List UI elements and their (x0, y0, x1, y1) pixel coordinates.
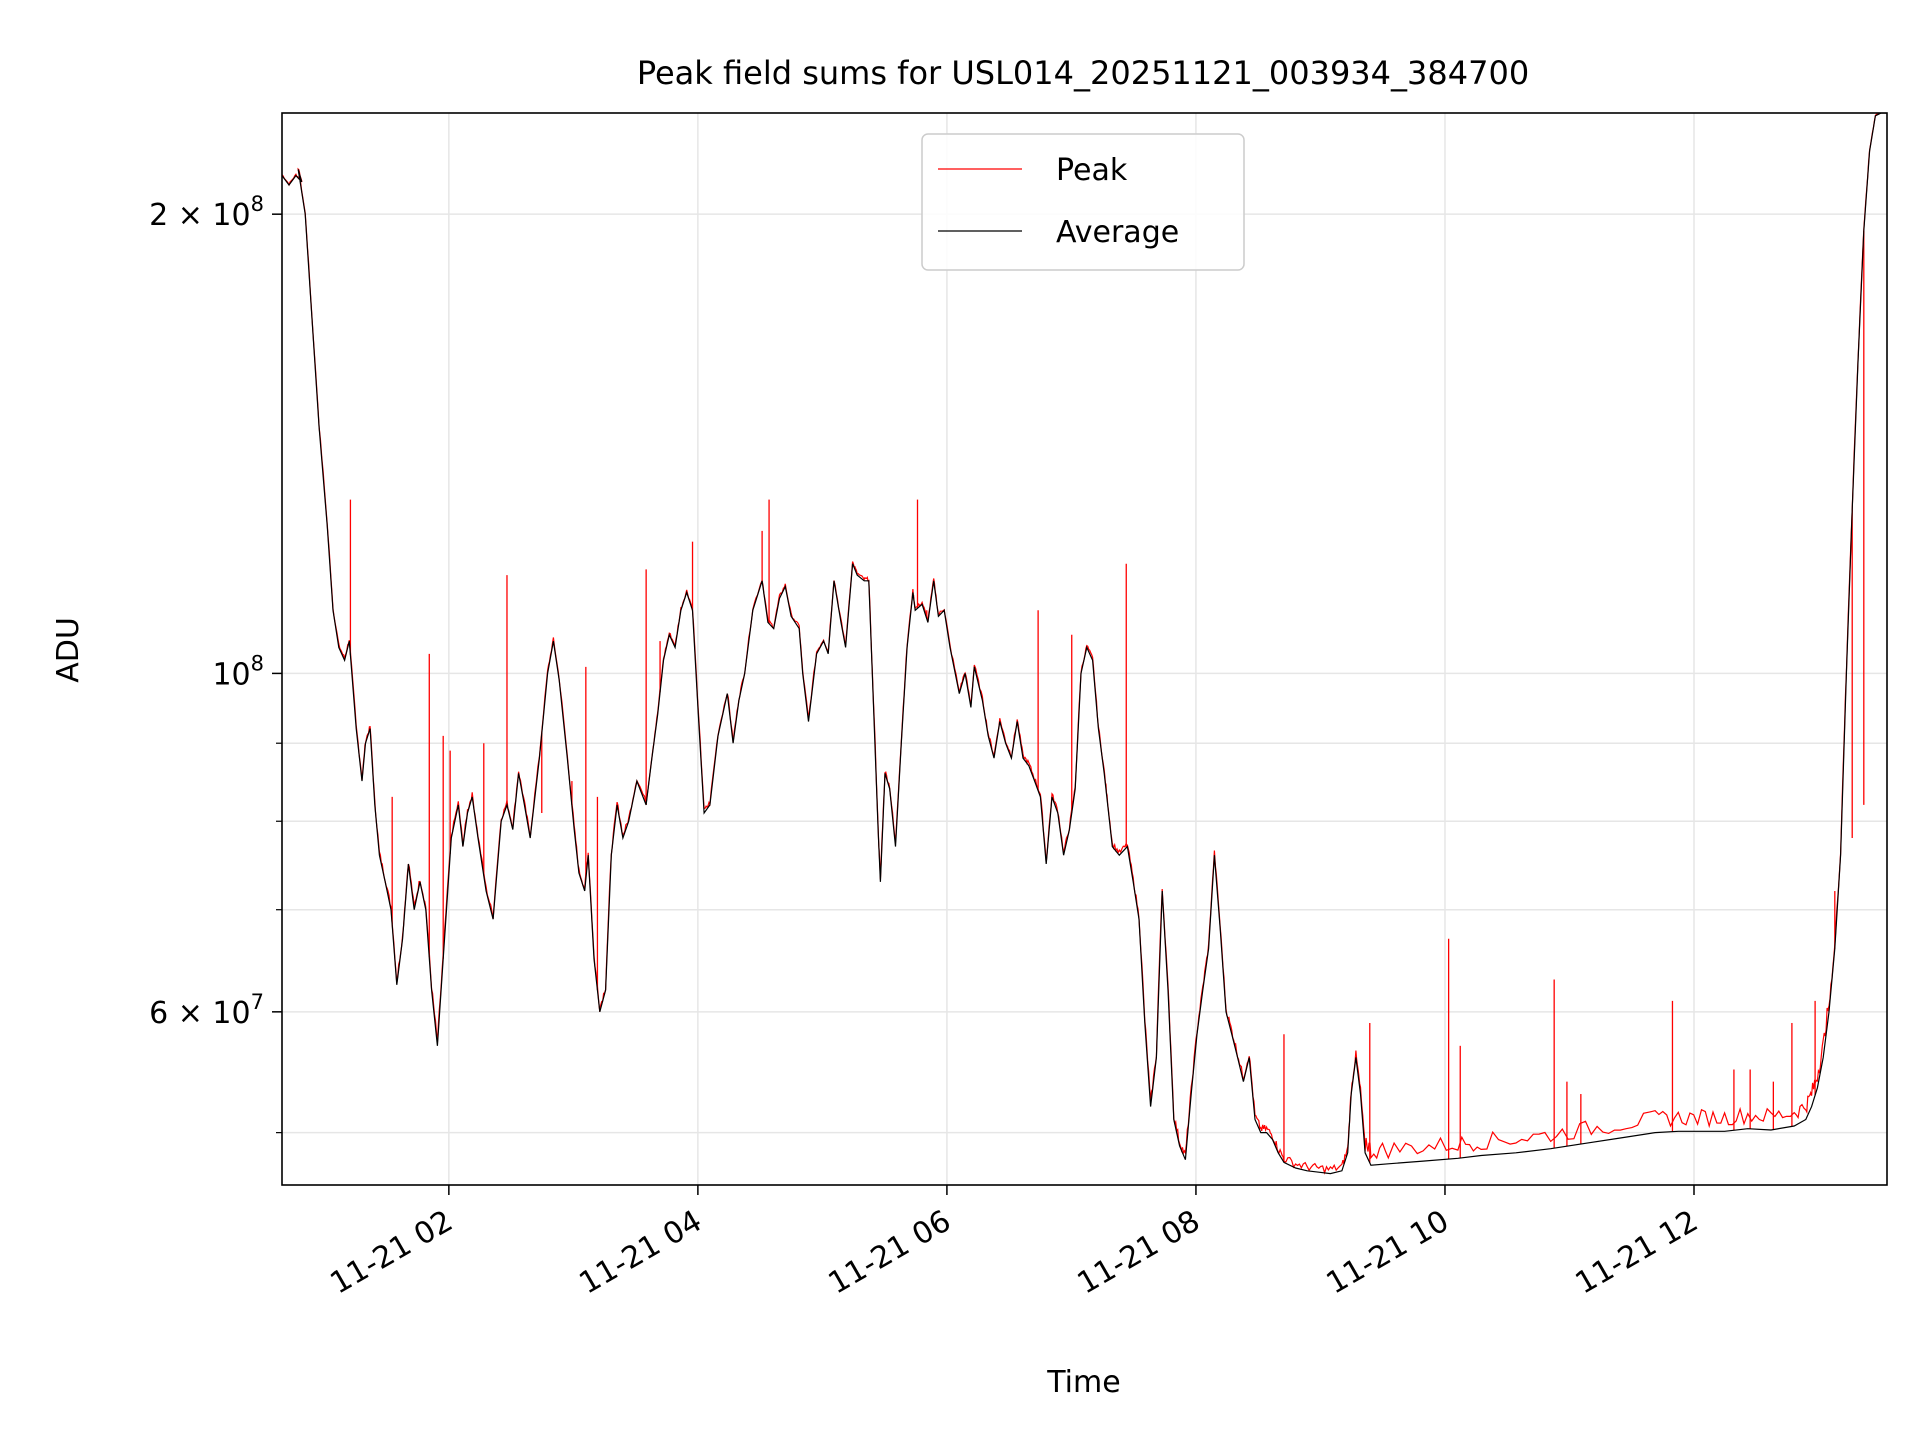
legend-peak-label: Peak (1056, 153, 1128, 188)
plot-frame (281, 112, 1888, 1186)
x-axis-label: Time (1046, 1365, 1120, 1400)
grid (282, 113, 1887, 1185)
y-tick-label: 6 × 107 (149, 990, 264, 1031)
y-tick-label: 108 (212, 651, 264, 692)
peak-spikes (349, 230, 1865, 1163)
y-axis: 6 × 107 108 2 × 108 (149, 192, 282, 1134)
y-tick-label: 2 × 108 (149, 192, 264, 233)
legend-average-label: Average (1056, 215, 1179, 250)
chart-title: Peak field sums for USL014_20251121_0039… (637, 54, 1529, 92)
legend: Peak Average (921, 133, 1245, 271)
legend-box (921, 133, 1245, 271)
average-series-line (282, 113, 1887, 1175)
y-axis-label: ADU (51, 617, 86, 683)
